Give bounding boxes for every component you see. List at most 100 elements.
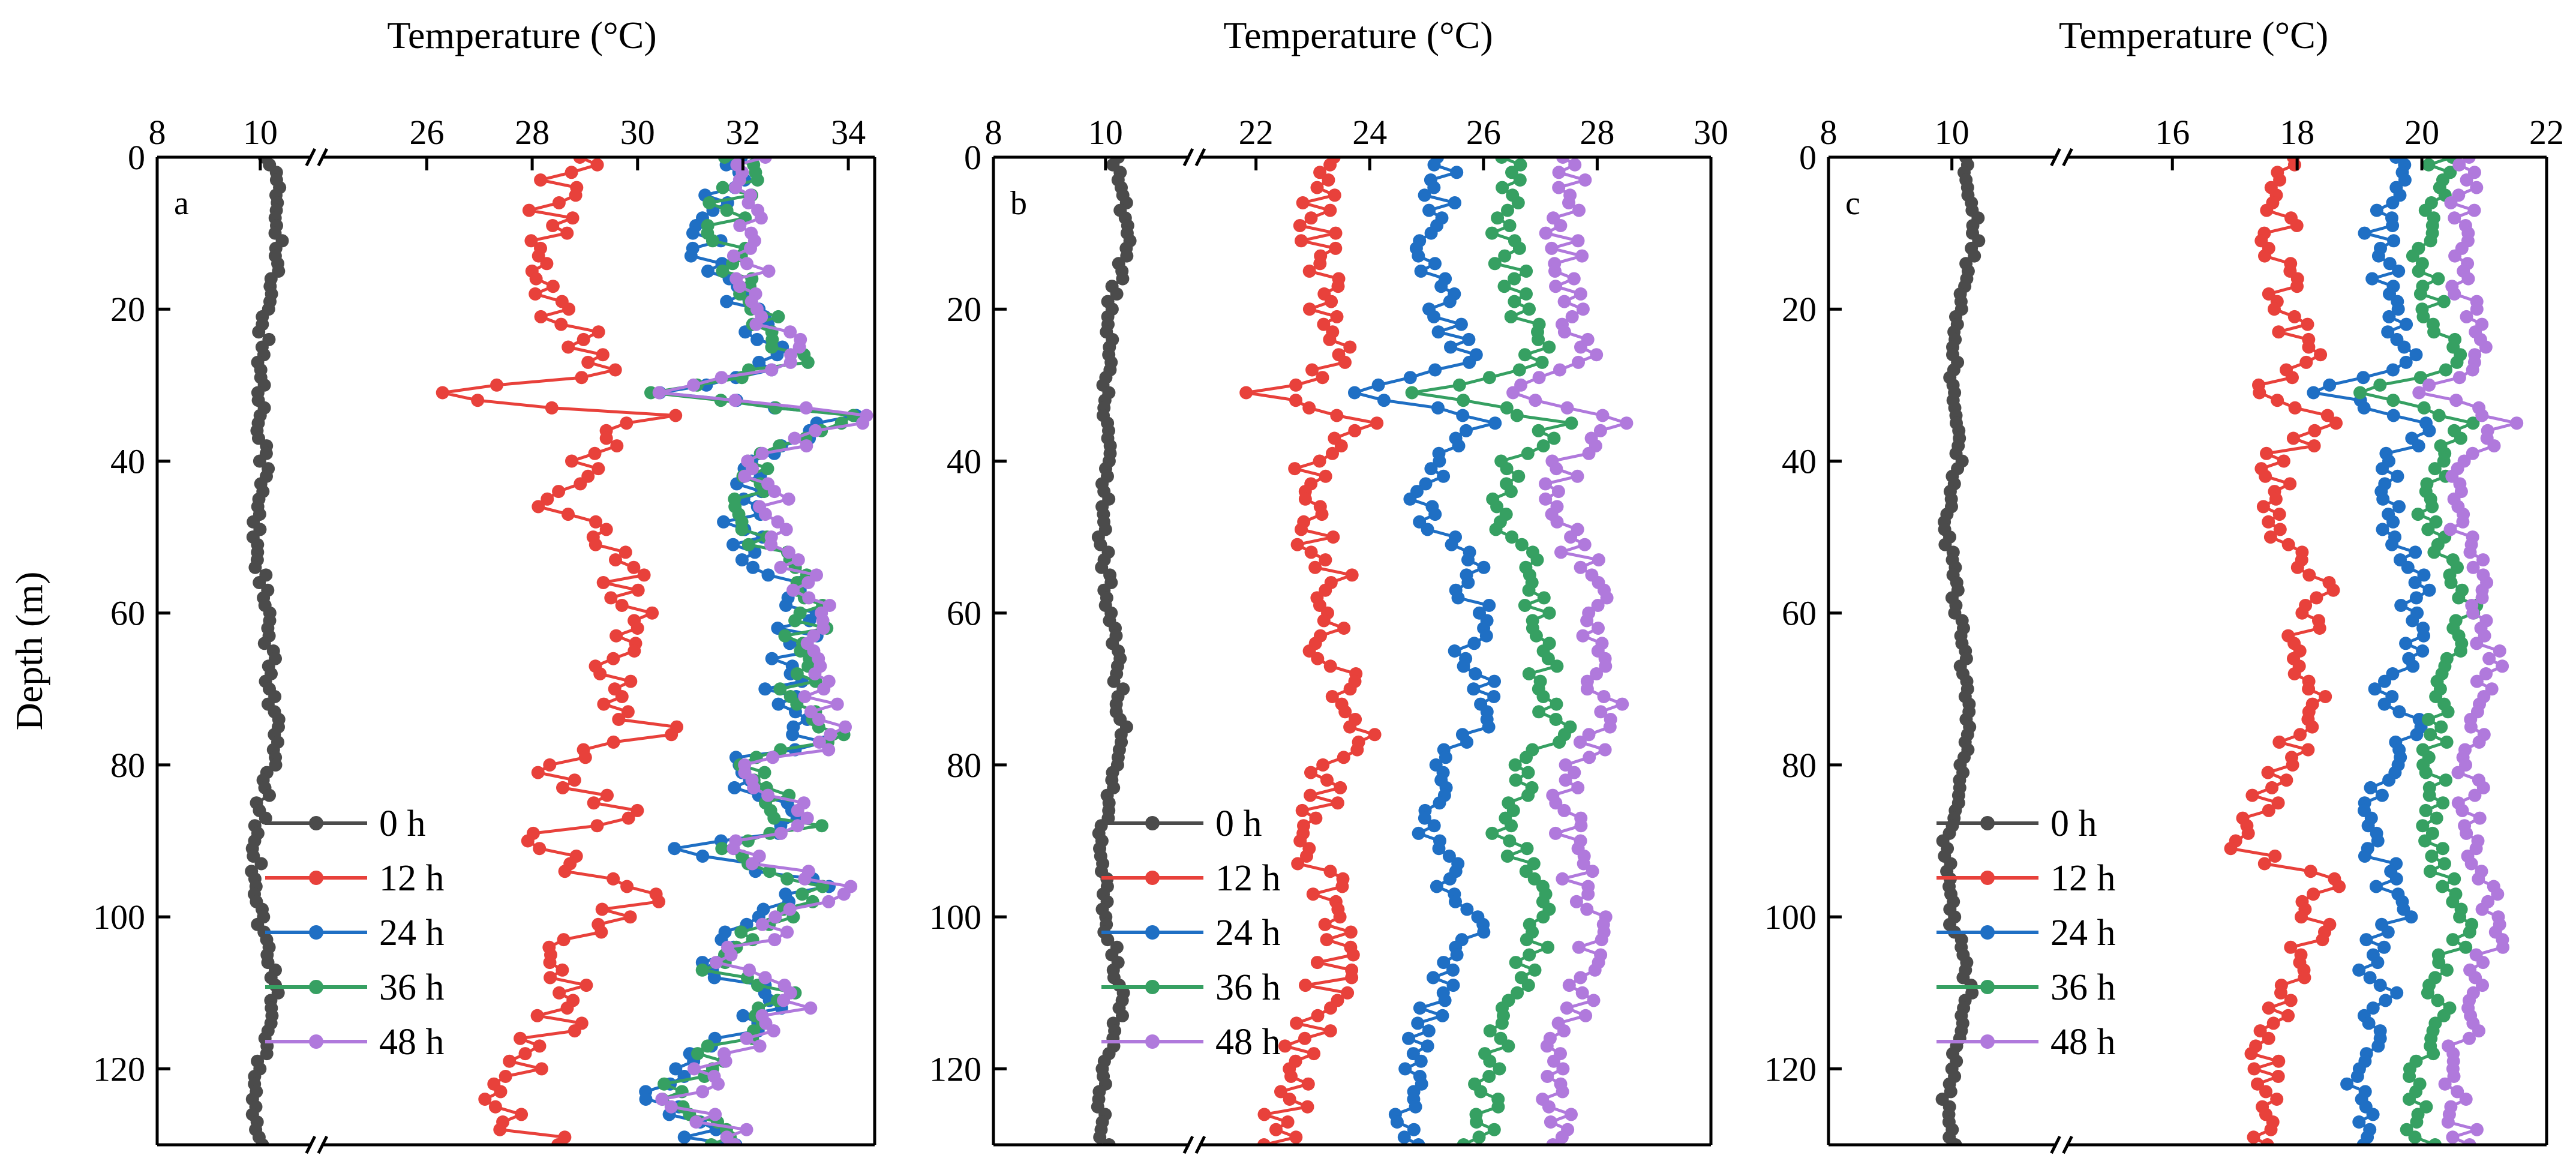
data-point (1316, 371, 1329, 385)
data-point (1597, 690, 1611, 703)
data-point (1345, 568, 1359, 582)
data-point (1443, 295, 1457, 308)
series-0h (245, 157, 289, 1145)
data-point (2272, 735, 2286, 749)
data-point (530, 1009, 544, 1022)
data-point (2431, 994, 2445, 1007)
data-point (1326, 530, 1340, 544)
data-point (1460, 902, 1474, 916)
data-point (1557, 295, 1571, 308)
data-point (2466, 606, 2480, 620)
data-point (1474, 1085, 1488, 1099)
data-point (720, 295, 734, 308)
data-point (1509, 956, 1523, 970)
data-point (1398, 1062, 1412, 1076)
data-point (1461, 553, 1475, 567)
data-point (1536, 910, 1550, 924)
data-point (1338, 705, 1352, 719)
data-point (687, 378, 700, 392)
data-point (615, 599, 629, 612)
data-point (2428, 1138, 2442, 1145)
data-point (1281, 1115, 1295, 1129)
data-point (1579, 1009, 1593, 1022)
data-point (1319, 553, 1332, 567)
data-point (2400, 317, 2413, 331)
data-point (2446, 895, 2460, 908)
data-point (1575, 986, 1589, 1000)
data-point (2409, 545, 2422, 559)
data-point (2253, 1024, 2267, 1038)
data-point (533, 842, 547, 856)
data-point (2364, 781, 2377, 794)
data-point (1495, 157, 1509, 164)
y-tick-label: 0 (1799, 138, 1817, 177)
data-point (1239, 386, 1253, 400)
data-point (2459, 1093, 2473, 1106)
data-point (792, 340, 806, 354)
data-point (1532, 424, 1545, 437)
data-point (753, 1039, 767, 1053)
data-point (2259, 1085, 2272, 1099)
data-point (2256, 500, 2270, 514)
data-point (624, 674, 638, 688)
data-point (657, 1077, 671, 1091)
data-point (1414, 264, 1428, 278)
data-point (1583, 751, 1596, 764)
data-point (1412, 1138, 1425, 1145)
data-point (535, 1062, 548, 1076)
data-point (1580, 902, 1594, 916)
x-tick-label: 22 (2529, 113, 2564, 152)
data-point (1560, 1001, 1574, 1015)
data-point (2452, 591, 2466, 605)
data-point (1405, 386, 1419, 400)
data-point (701, 1039, 714, 1053)
legend-marker (1145, 980, 1160, 994)
data-point (2410, 1115, 2424, 1129)
data-point (1451, 591, 1465, 605)
data-point (2448, 287, 2461, 301)
data-point (1428, 363, 1442, 377)
plot-area-b (1091, 157, 1634, 1145)
data-point (1554, 219, 1568, 232)
data-point (2452, 371, 2466, 385)
data-point (2451, 1085, 2464, 1099)
legend-label: 36 h (379, 967, 445, 1008)
data-point (2424, 234, 2437, 248)
data-point (2467, 203, 2481, 217)
data-point (1403, 492, 1417, 506)
data-point (2419, 1100, 2433, 1114)
data-point (755, 917, 769, 931)
data-point (2244, 1047, 2258, 1061)
data-point (1603, 720, 1617, 734)
data-point (2357, 401, 2371, 415)
data-point (1574, 340, 1587, 354)
y-tick-label: 40 (1782, 442, 1817, 481)
data-point (2386, 363, 2400, 377)
data-point (2473, 811, 2487, 825)
x-tick-label: 8 (985, 113, 1002, 152)
data-point (1529, 629, 1543, 643)
data-point (2463, 1138, 2476, 1145)
data-point (2464, 720, 2478, 734)
data-point (2391, 302, 2405, 316)
data-point (1307, 1047, 1321, 1061)
data-point (577, 332, 590, 346)
data-point (1313, 454, 1326, 468)
data-point (599, 523, 613, 536)
data-point (815, 819, 828, 833)
data-point (562, 302, 576, 316)
data-point (2259, 469, 2272, 483)
data-point (779, 599, 792, 612)
data-point (1520, 751, 1533, 764)
data-point (2431, 272, 2445, 286)
data-point (1500, 401, 1514, 415)
data-point (2268, 302, 2281, 316)
data-point (2353, 386, 2367, 400)
x-tick-label: 24 (1352, 113, 1387, 152)
data-point (766, 751, 780, 764)
data-point (1428, 257, 1442, 271)
data-point (812, 713, 825, 726)
legend-item: 48 h (1101, 1022, 1281, 1063)
data-point (2266, 1016, 2280, 1030)
